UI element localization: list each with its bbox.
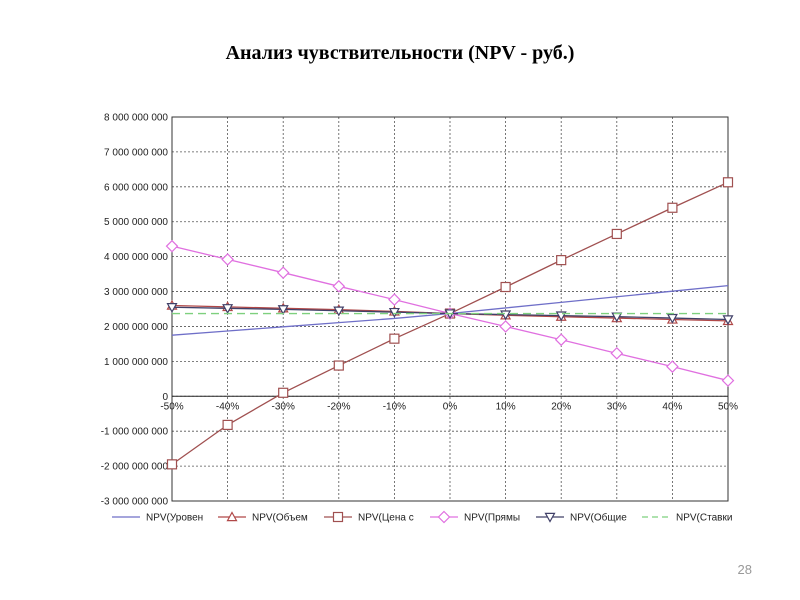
series-3-point [500,281,511,293]
y-tick-label: 4 000 000 000 [104,252,168,263]
series-5-point [166,303,178,313]
x-tick-label: 0% [443,401,458,412]
series-4-point [721,374,735,387]
x-tick-label: -40% [216,401,239,412]
series-5-point [333,306,345,317]
x-tick-label: -20% [327,401,350,412]
y-tick-label: 0 [162,392,168,403]
x-tick-label: 10% [496,401,516,412]
y-tick-label: 2 000 000 000 [104,322,168,333]
series-3-point [389,333,400,344]
x-tick-label: 40% [662,401,682,412]
x-tick-label: 20% [551,401,571,412]
series-4-point [332,279,346,293]
series-3-point [667,202,678,213]
x-tick-labels: -50% -40% -30% -20% -10% 0% 10% 20% 30% 40% 50% [160,401,738,412]
series [165,177,735,470]
series-5-point [666,313,678,324]
legend-label-3: NPV(Цена с [358,513,414,524]
legend-label-6: NPV(Ставки [676,513,732,524]
y-tick-label: -1 000 000 000 [101,427,169,438]
series-4-point [276,266,290,280]
series-3-point [222,419,233,430]
slide-title: Анализ чувствительности (NPV - руб.) [225,42,575,64]
y-tick-label: 8 000 000 000 [104,113,168,124]
series-4-point [610,346,624,360]
legend-marker-5 [544,512,556,523]
legend: NPV(Уровен NPV(Объем NPV(Цена с NPV(Прямы NP… [112,510,732,524]
y-tick-label: -3 000 000 000 [101,497,169,508]
series-3-point [722,177,734,188]
legend-label-5: NPV(Общие [570,512,627,524]
x-tick-label: 50% [718,401,738,412]
series-3-point [556,255,567,266]
legend-label-1: NPV(Уровен [146,513,203,524]
y-tick-label: 1 000 000 000 [104,357,168,368]
y-tick-label: 7 000 000 000 [104,147,168,158]
series-5-point [722,315,734,326]
page-number: 28 [737,562,752,577]
series-4-point [666,360,679,373]
x-tick-label: -30% [272,401,295,412]
series-3-point [611,228,622,240]
legend-marker-2 [226,511,238,522]
series-5-point [277,305,289,316]
series-4-point [554,333,568,347]
series-3-point [166,459,178,470]
series-3-point [333,360,344,371]
y-tick-labels: 8 000 000 000 7 000 000 000 6 000 000 000 5… [101,113,169,508]
y-tick-label: 5 000 000 000 [104,217,168,228]
series-4-point [165,239,179,253]
series-3-point [278,387,289,398]
x-tick-label: 30% [607,401,627,412]
y-tick-label: 6 000 000 000 [104,182,168,193]
series-4-point [388,293,401,306]
x-tick-label: -50% [160,401,183,412]
legend-label-4: NPV(Прямы [464,513,520,524]
legend-marker-4 [437,510,451,524]
x-tick-label: -10% [383,401,406,412]
y-tick-label: 3 000 000 000 [104,287,168,298]
series-4-point [221,253,234,266]
series-4-point [499,320,512,333]
series-5-point [222,304,234,315]
legend-marker-3 [332,511,344,523]
legend-label-2: NPV(Объем [252,512,308,524]
series-5-point [388,307,400,318]
y-tick-label: -2 000 000 000 [101,462,169,473]
